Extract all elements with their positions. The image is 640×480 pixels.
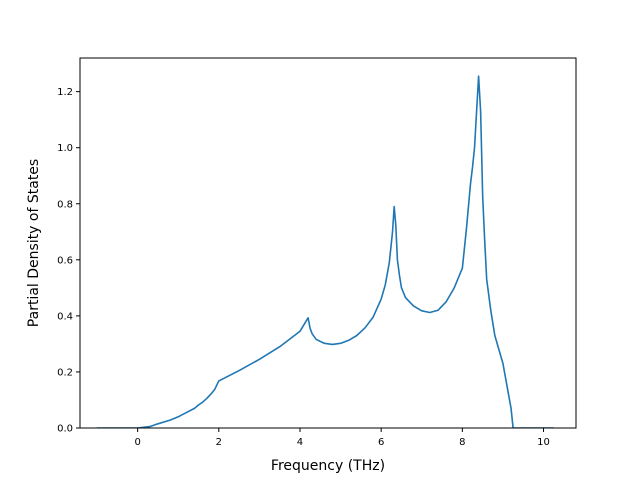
x-axis-label: Frequency (THz) — [271, 458, 385, 474]
y-tick-label: 0.2 — [57, 367, 73, 378]
y-tick-label: 1.2 — [57, 87, 73, 98]
x-tick-label: 4 — [297, 437, 303, 448]
axes-layer: 0 2 4 6 8 10 0.0 0.2 0.4 0.6 0.8 1.0 1.2 — [57, 57, 577, 448]
y-tick-label: 0.0 — [57, 424, 73, 435]
y-tick-label: 0.6 — [57, 255, 73, 266]
x-tick-label: 6 — [378, 437, 384, 448]
y-tick-label: 1.0 — [57, 143, 73, 154]
x-tick-label: 8 — [459, 437, 465, 448]
x-tick-label: 10 — [537, 437, 550, 448]
y-tick-label: 0.4 — [57, 311, 73, 322]
plot-frame — [79, 57, 577, 429]
x-tick-label: 0 — [134, 437, 140, 448]
series-layer — [96, 75, 555, 428]
y-tick-label: 0.8 — [57, 199, 73, 210]
x-tick-label: 2 — [216, 437, 222, 448]
y-axis-label: Partial Density of States — [26, 159, 42, 327]
series-line-0 — [96, 75, 555, 428]
